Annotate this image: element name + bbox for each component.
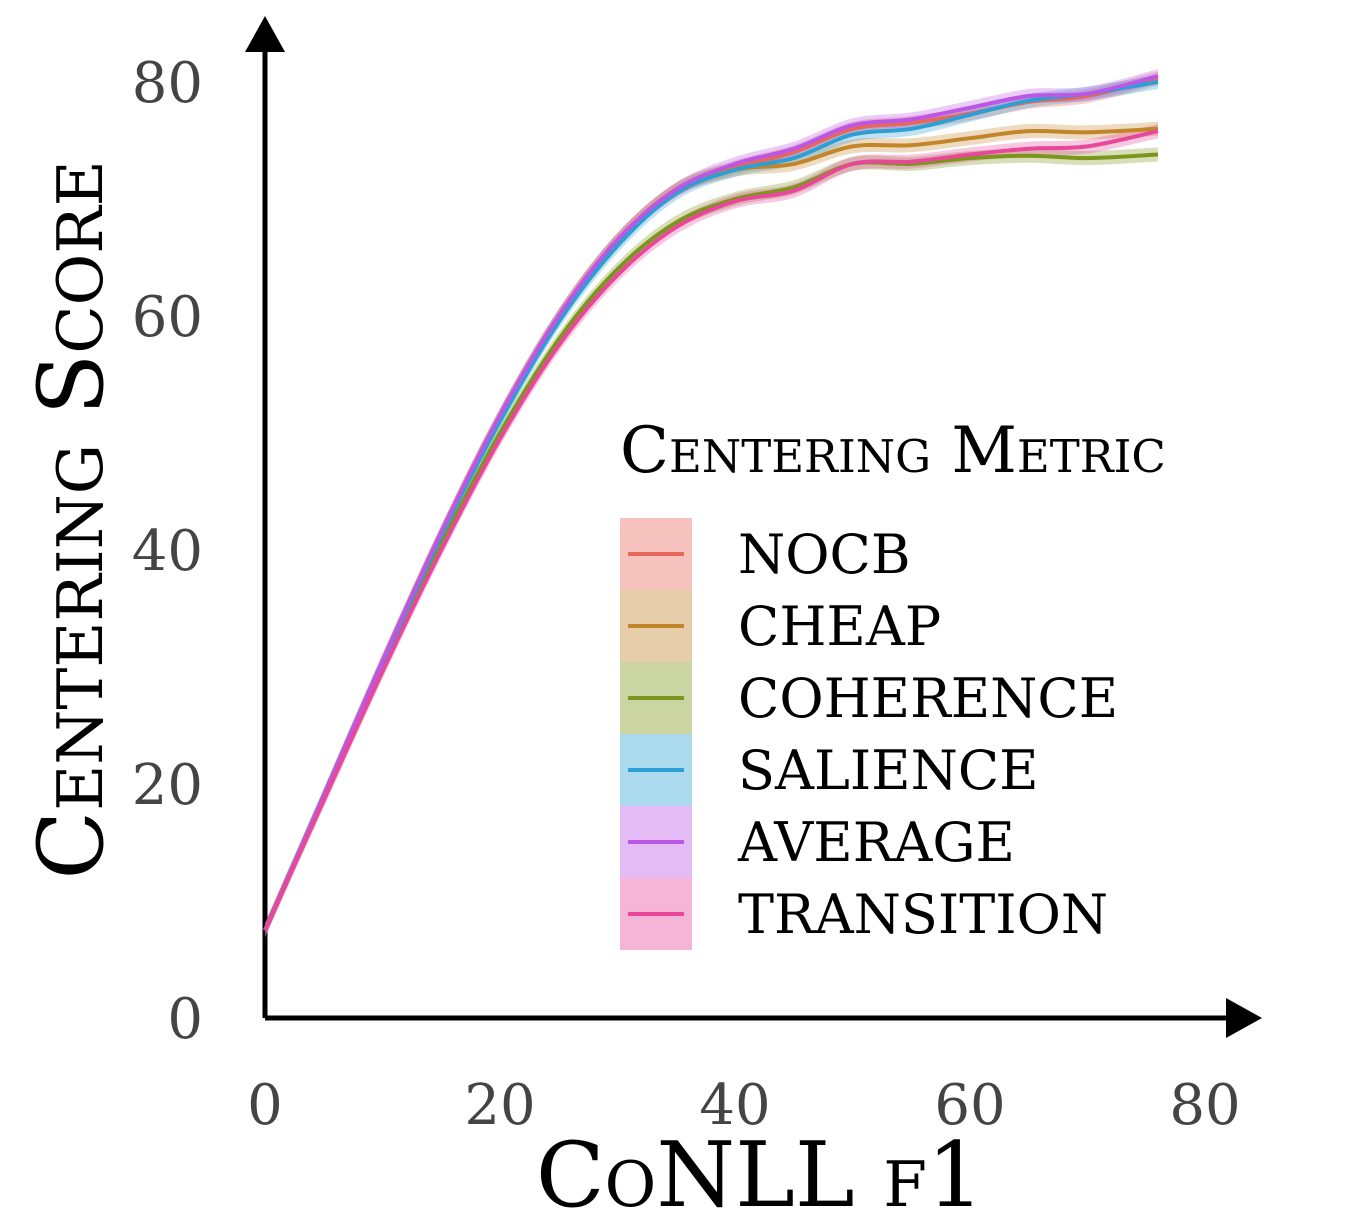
band-coherence <box>265 147 1158 938</box>
series-line-coherence <box>263 152 1159 932</box>
confidence-bands <box>265 69 1158 938</box>
legend-label-transition: TRANSITION <box>738 883 1108 946</box>
band-transition <box>265 124 1158 938</box>
series-line-average <box>263 74 1159 932</box>
band-average <box>265 69 1158 938</box>
legend: Centering Metric NOCB CHEAP COHERENCE SALIE… <box>620 414 1166 950</box>
x-tick-label-0: 0 <box>247 1073 283 1138</box>
x-tick-labels: 0 20 40 60 80 <box>247 1073 1240 1138</box>
x-tick-label-20: 20 <box>464 1073 535 1138</box>
legend-items: NOCB CHEAP COHERENCE SALIENCE AVERAGE TRANSIT… <box>620 518 1118 950</box>
y-tick-label-0: 0 <box>167 987 203 1052</box>
y-axis-title: Centering Score <box>19 160 124 879</box>
legend-title: Centering Metric <box>620 414 1166 488</box>
legend-label-average: AVERAGE <box>737 811 1015 874</box>
x-tick-label-80: 80 <box>1169 1073 1240 1138</box>
x-axis-arrowhead <box>1226 998 1262 1038</box>
y-tick-label-80: 80 <box>132 51 203 116</box>
x-axis-title: CoNLL f1 <box>536 1123 984 1228</box>
y-tick-label-20: 20 <box>132 753 203 818</box>
x-tick-label-40: 40 <box>699 1073 770 1138</box>
series-line-cheap <box>263 126 1159 932</box>
y-tick-label-60: 60 <box>132 285 203 350</box>
band-cheap <box>265 121 1158 938</box>
y-tick-label-40: 40 <box>132 519 203 584</box>
y-axis-arrowhead <box>245 16 285 52</box>
legend-label-cheap: CHEAP <box>738 595 941 658</box>
y-tick-labels: 0 20 40 60 80 <box>132 51 203 1052</box>
legend-label-salience: SALIENCE <box>738 739 1039 802</box>
legend-label-coherence: COHERENCE <box>738 667 1118 730</box>
series-lines <box>263 74 1159 932</box>
series-line-transition <box>263 129 1159 932</box>
legend-label-nocb: NOCB <box>738 523 911 586</box>
x-tick-label-60: 60 <box>934 1073 1005 1138</box>
axes <box>245 16 1262 1038</box>
